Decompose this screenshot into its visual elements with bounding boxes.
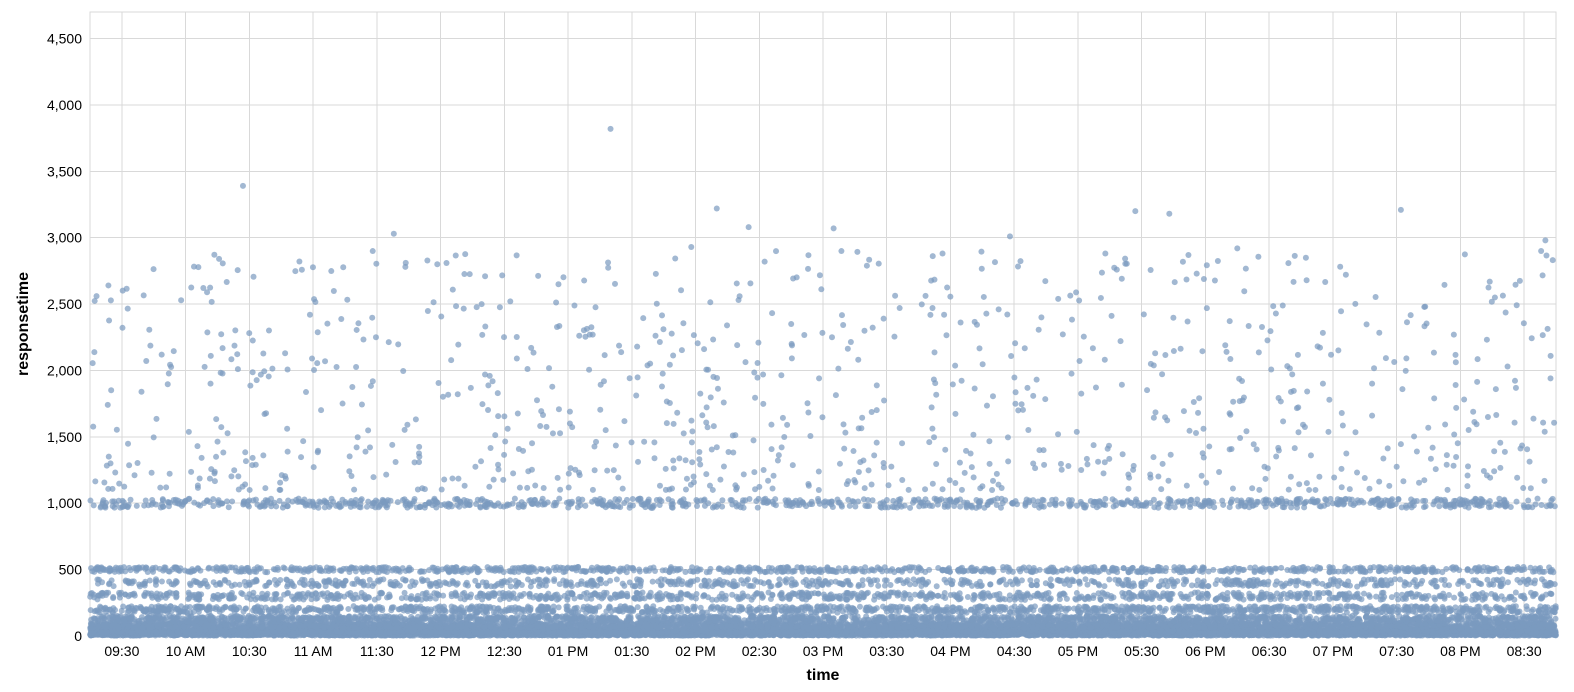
scatter-chart: 09:3010 AM10:3011 AM11:3012 PM12:3001 PM… (0, 0, 1574, 692)
chart-svg: 09:3010 AM10:3011 AM11:3012 PM12:3001 PM… (0, 0, 1574, 692)
